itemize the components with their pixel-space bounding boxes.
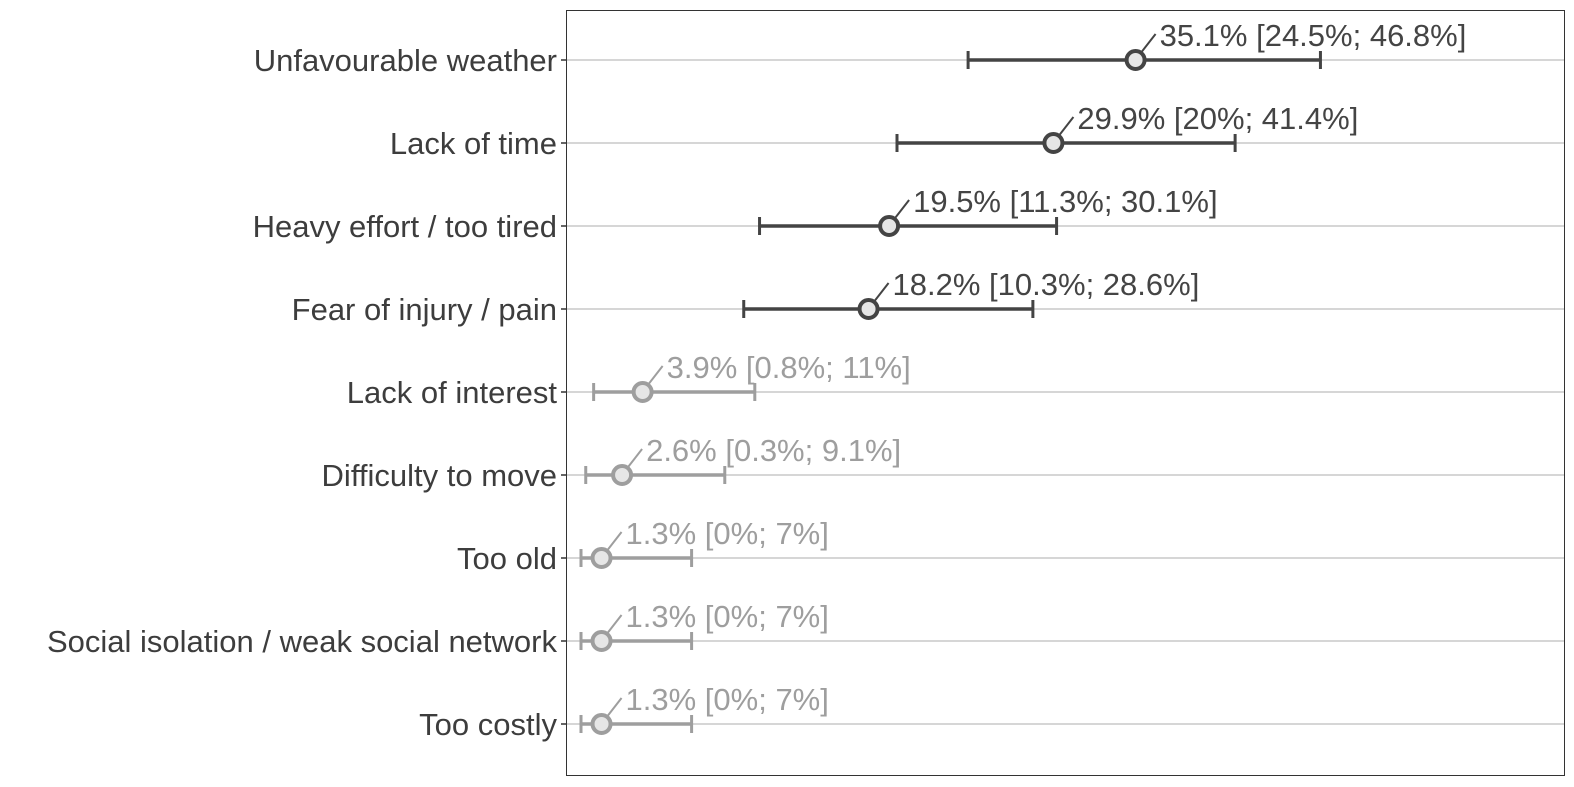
data-point-group: 19.5% [11.3%; 30.1%] xyxy=(758,184,1218,237)
data-label: 1.3% [0%; 7%] xyxy=(626,682,829,717)
data-label: 35.1% [24.5%; 46.8%] xyxy=(1160,18,1467,53)
data-point-group: 35.1% [24.5%; 46.8%] xyxy=(966,18,1467,71)
label-leader-line xyxy=(873,282,890,302)
category-label: Heavy effort / too tired xyxy=(253,209,557,244)
category-label: Lack of time xyxy=(390,126,557,161)
label-leader-line xyxy=(1058,116,1075,136)
label-leader-line xyxy=(606,531,623,551)
data-point-group: 3.9% [0.8%; 11%] xyxy=(592,350,911,403)
data-point xyxy=(857,298,880,320)
data-point-group: 1.3% [0%; 7%] xyxy=(579,682,829,735)
category-label: Lack of interest xyxy=(347,375,558,410)
data-point-group: 29.9% [20%; 41.4%] xyxy=(895,101,1358,154)
data-label: 2.6% [0.3%; 9.1%] xyxy=(646,433,901,468)
category-label: Too old xyxy=(457,541,557,576)
data-label: 3.9% [0.8%; 11%] xyxy=(667,350,911,385)
data-point xyxy=(590,630,613,652)
data-point xyxy=(590,547,613,569)
data-point-group: 1.3% [0%; 7%] xyxy=(579,516,829,569)
data-label: 1.3% [0%; 7%] xyxy=(626,516,829,551)
data-label: 29.9% [20%; 41.4%] xyxy=(1077,101,1358,136)
category-label: Social isolation / weak social network xyxy=(47,624,558,659)
label-leader-line xyxy=(647,365,664,385)
label-leader-line xyxy=(894,199,910,219)
data-point-group: 18.2% [10.3%; 28.6%] xyxy=(742,267,1200,320)
label-leader-line xyxy=(606,697,623,717)
category-label: Fear of injury / pain xyxy=(292,292,557,327)
data-label: 1.3% [0%; 7%] xyxy=(626,599,829,634)
data-point xyxy=(611,464,634,486)
data-point xyxy=(1124,49,1147,71)
data-label: 19.5% [11.3%; 30.1%] xyxy=(913,184,1217,219)
label-leader-line xyxy=(1140,33,1157,53)
data-point xyxy=(590,713,613,735)
category-label: Too costly xyxy=(419,707,557,742)
label-leader-line xyxy=(606,614,623,634)
data-label: 18.2% [10.3%; 28.6%] xyxy=(893,267,1200,302)
data-point-group: 2.6% [0.3%; 9.1%] xyxy=(584,433,901,486)
chart-marks: 35.1% [24.5%; 46.8%] 29.9% [20%; 41.4%] 19… xyxy=(579,18,1467,735)
data-point-group: 1.3% [0%; 7%] xyxy=(579,599,829,652)
category-labels: Unfavourable weather Lack of time Heavy ef… xyxy=(47,43,566,742)
category-label: Unfavourable weather xyxy=(254,43,557,78)
label-leader-line xyxy=(627,448,643,468)
category-label: Difficulty to move xyxy=(322,458,557,493)
data-point xyxy=(878,215,901,237)
plot-panel-border xyxy=(566,10,1565,776)
data-point xyxy=(1042,132,1065,154)
data-point xyxy=(631,381,654,403)
